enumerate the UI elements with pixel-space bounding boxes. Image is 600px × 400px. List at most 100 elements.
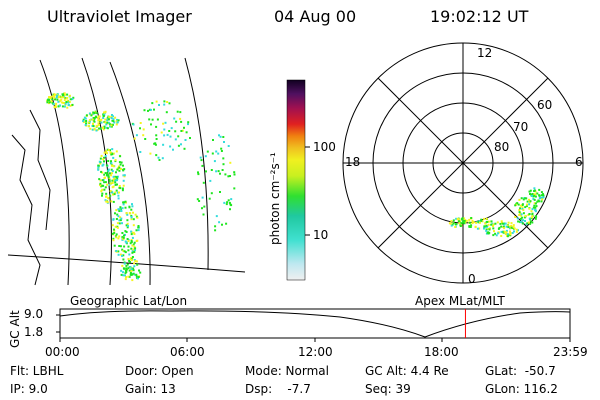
- aurora-pixel: [104, 199, 107, 202]
- aurora-pixel: [102, 115, 105, 117]
- aurora-pixel: [122, 184, 125, 187]
- aurora-pixel: [107, 168, 110, 171]
- aurora-pixel: [69, 104, 72, 107]
- aurora-pixel: [542, 194, 545, 197]
- aurora-pixel: [119, 216, 122, 219]
- aurora-pixel: [469, 226, 472, 228]
- aurora-pixel: [487, 223, 490, 226]
- aurora-pixel: [134, 273, 137, 276]
- aurora-pixel: [67, 104, 70, 107]
- aurora-pixel: [101, 171, 104, 174]
- aurora-pixel: [201, 196, 204, 199]
- aurora-pixel: [120, 217, 123, 220]
- aurora-pixel: [533, 202, 536, 205]
- info-gc-alt: GC Alt: 4.4 Re: [365, 364, 449, 378]
- aurora-pixel: [509, 230, 511, 233]
- aurora-pixel: [123, 261, 126, 264]
- aurora-pixel: [116, 121, 119, 124]
- aurora-pixel: [55, 102, 58, 105]
- aurora-pixel: [117, 215, 120, 218]
- aurora-pixel: [219, 191, 221, 193]
- y-tick-label-1-8: 1.8: [24, 325, 44, 339]
- aurora-pixel: [133, 262, 136, 265]
- aurora-pixel: [524, 220, 526, 222]
- aurora-pixel: [532, 206, 535, 209]
- aurora-pixel: [160, 131, 163, 134]
- aurora-pixel: [492, 227, 495, 230]
- aurora-pixel: [161, 157, 164, 160]
- aurora-pixel: [158, 159, 161, 161]
- aurora-pixel: [100, 184, 103, 187]
- aurora-pixel: [524, 215, 527, 218]
- aurora-pixel: [149, 108, 152, 111]
- aurora-pixel: [57, 96, 59, 99]
- aurora-pixel: [109, 125, 112, 128]
- aurora-pixel: [92, 125, 95, 128]
- aurora-pixel: [208, 197, 211, 200]
- aurora-pixel: [538, 194, 541, 197]
- aurora-pixel: [103, 127, 106, 130]
- aurora-pixel: [512, 226, 515, 229]
- colorbar-gradient: [286, 79, 306, 281]
- aurora-pixel: [117, 250, 120, 253]
- aurora-pixel: [211, 152, 214, 155]
- aurora-pixel: [104, 172, 107, 174]
- aurora-pixel: [97, 117, 100, 119]
- aurora-pixel: [119, 206, 122, 209]
- aurora-pixel: [500, 220, 503, 223]
- gc-alt-curve: [59, 310, 571, 338]
- info-glon: GLon: 116.2: [485, 382, 558, 396]
- aurora-pixel: [183, 147, 186, 150]
- aurora-pixel: [131, 256, 134, 258]
- aurora-pixel: [174, 130, 177, 133]
- aurora-pixel: [92, 119, 95, 122]
- aurora-pixel: [465, 219, 468, 222]
- aurora-pixel: [85, 122, 88, 125]
- aurora-pixel: [102, 126, 105, 129]
- aurora-pixel: [177, 135, 180, 138]
- aurora-pixel: [104, 121, 107, 124]
- aurora-pixel: [528, 217, 531, 220]
- aurora-pixel: [131, 244, 134, 247]
- aurora-pixel: [103, 160, 105, 163]
- aurora-pixel: [119, 155, 122, 158]
- aurora-pixel: [528, 190, 531, 193]
- colorbar-tick-100: 100: [313, 140, 336, 154]
- aurora-pixel: [124, 251, 127, 254]
- aurora-pixel: [500, 230, 503, 233]
- aurora-pixel: [504, 233, 507, 236]
- aurora-pixel: [209, 179, 212, 182]
- x-tick-label-1800: 18:00: [424, 345, 459, 359]
- aurora-pixel: [487, 220, 490, 223]
- aurora-pixel: [115, 209, 118, 212]
- aurora-pixel: [514, 204, 517, 207]
- aurora-pixel: [133, 137, 136, 140]
- aurora-pixel: [129, 273, 132, 276]
- aurora-pixel: [515, 230, 518, 233]
- aurora-pixel: [170, 127, 173, 130]
- aurora-pixel: [117, 208, 120, 211]
- aurora-pixel: [103, 151, 106, 154]
- aurora-pixel: [518, 211, 521, 214]
- aurora-pixel: [542, 193, 544, 196]
- aurora-pixel: [120, 210, 123, 212]
- aurora-pixel: [454, 226, 457, 228]
- aurora-pixel: [103, 173, 106, 176]
- lat-label-60: 60: [537, 98, 553, 112]
- aurora-pixel: [139, 127, 141, 130]
- aurora-pixel: [534, 217, 537, 220]
- aurora-pixel: [210, 192, 213, 195]
- aurora-pixel: [108, 180, 111, 183]
- lat-label-70: 70: [513, 120, 529, 134]
- aurora-pixel: [510, 224, 513, 227]
- aurora-pixel: [528, 207, 531, 210]
- aurora-pixel: [65, 101, 68, 103]
- aurora-pixel: [468, 225, 471, 228]
- aurora-pixel: [507, 221, 510, 224]
- aurora-pixel: [503, 222, 506, 225]
- aurora-pixel: [536, 192, 539, 195]
- aurora-pixel: [110, 162, 113, 165]
- aurora-pixel: [227, 199, 230, 202]
- aurora-pixel: [49, 96, 52, 98]
